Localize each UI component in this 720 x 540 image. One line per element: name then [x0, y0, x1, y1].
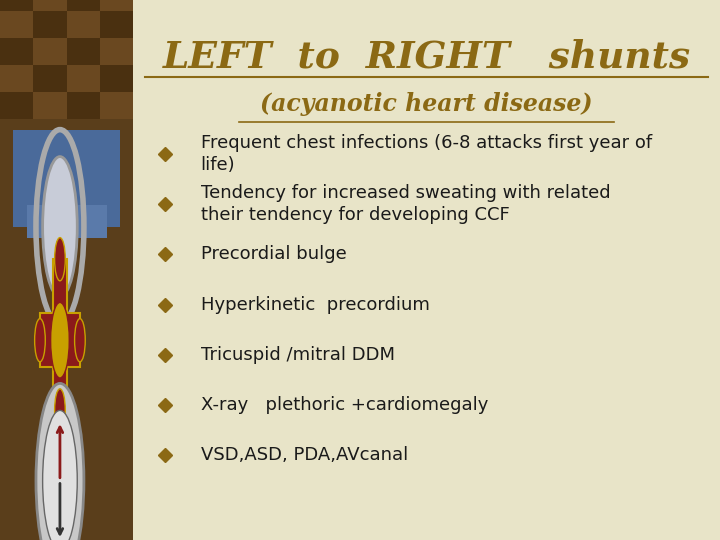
- Bar: [100, 11, 133, 38]
- Bar: [100, 65, 133, 92]
- Text: life): life): [201, 156, 235, 174]
- Bar: [66, 92, 100, 119]
- Bar: [66, 0, 100, 11]
- Bar: [14, 130, 120, 227]
- Circle shape: [55, 238, 66, 281]
- Bar: [66, 11, 100, 38]
- Bar: [53, 259, 66, 410]
- Bar: [33, 65, 66, 92]
- Bar: [66, 65, 100, 92]
- Bar: [100, 38, 133, 65]
- Bar: [100, 92, 133, 119]
- Bar: [33, 0, 66, 11]
- Bar: [27, 205, 107, 238]
- Bar: [100, 0, 133, 11]
- Bar: [0, 38, 33, 65]
- Bar: [40, 313, 80, 367]
- Bar: [0, 0, 33, 11]
- Bar: [33, 11, 66, 38]
- Bar: [0, 11, 33, 38]
- Circle shape: [75, 319, 85, 362]
- Text: Tendency for increased sweating with related: Tendency for increased sweating with rel…: [201, 184, 611, 202]
- Bar: [33, 92, 66, 119]
- Text: Frequent chest infections (6-8 attacks first year of: Frequent chest infections (6-8 attacks f…: [201, 133, 652, 152]
- Text: (acyanotic heart disease): (acyanotic heart disease): [261, 92, 593, 116]
- Text: X-ray   plethoric +cardiomegaly: X-ray plethoric +cardiomegaly: [201, 396, 488, 414]
- Text: their tendency for developing CCF: their tendency for developing CCF: [201, 206, 510, 225]
- Circle shape: [55, 389, 66, 432]
- Circle shape: [42, 410, 77, 540]
- Bar: [33, 38, 66, 65]
- Text: VSD,ASD, PDA,AVcanal: VSD,ASD, PDA,AVcanal: [201, 446, 408, 464]
- Bar: [0, 65, 33, 92]
- Text: Tricuspid /mitral DDM: Tricuspid /mitral DDM: [201, 346, 395, 364]
- Text: LEFT  to  RIGHT   shunts: LEFT to RIGHT shunts: [163, 38, 690, 75]
- Text: Hyperkinetic  precordium: Hyperkinetic precordium: [201, 295, 430, 314]
- Circle shape: [50, 302, 69, 378]
- Circle shape: [35, 319, 45, 362]
- Circle shape: [42, 157, 77, 297]
- Circle shape: [36, 383, 84, 540]
- Bar: [66, 38, 100, 65]
- Text: Precordial bulge: Precordial bulge: [201, 245, 346, 264]
- Bar: [0, 92, 33, 119]
